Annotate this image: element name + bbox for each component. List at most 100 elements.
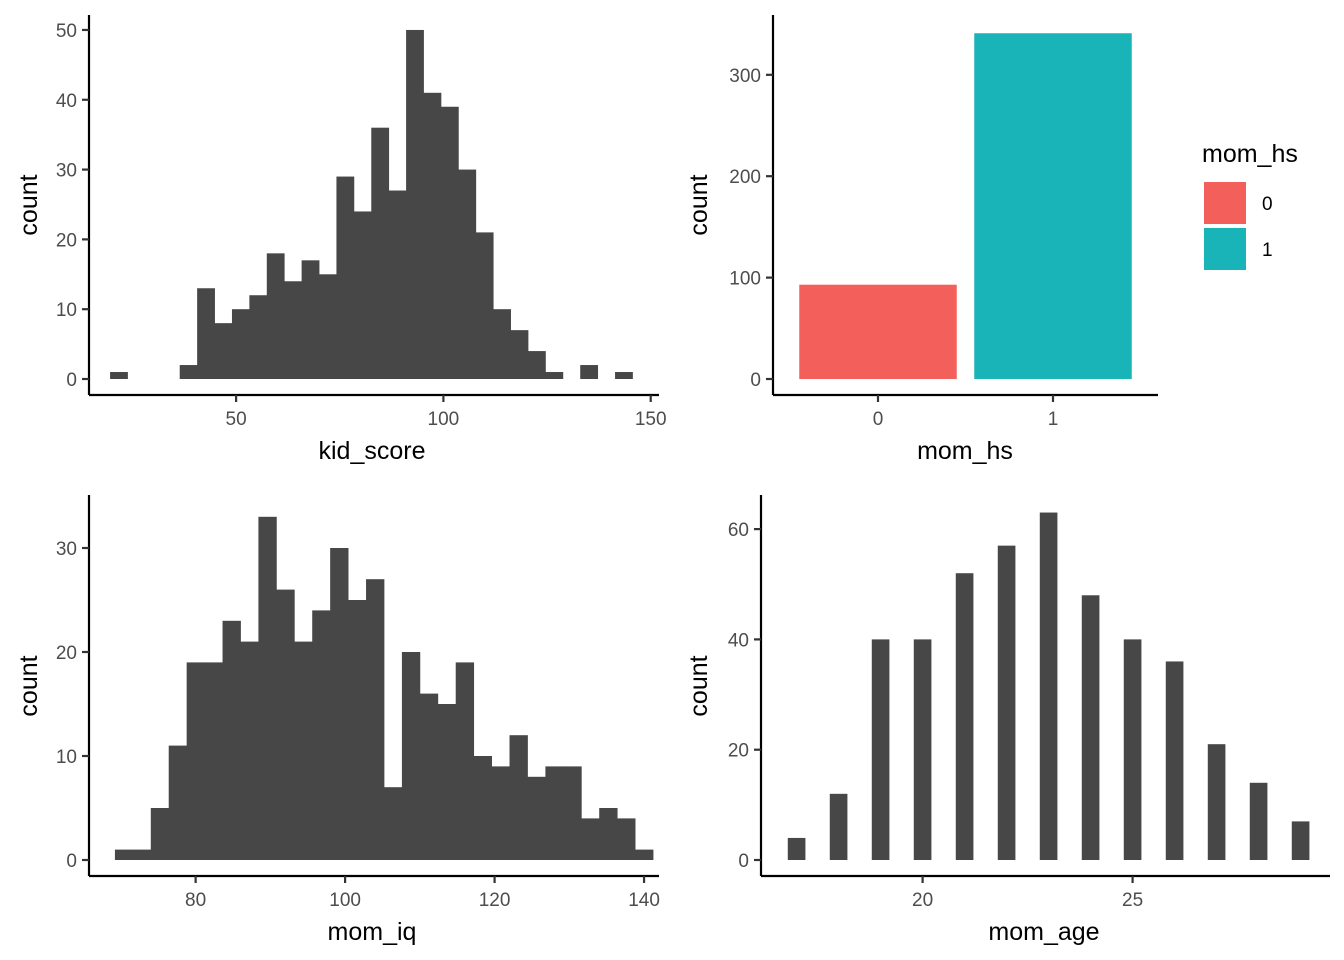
y-tick-label: 200 [729,167,761,188]
histogram-bar [197,288,215,379]
mom-iq-histogram-panel: 80 100 120 140 0 10 20 30 mom_iq count [15,495,660,946]
histogram-bar [276,589,295,860]
histogram-bar [545,372,564,379]
histogram-bar [214,323,233,379]
x-tick-label: 150 [635,409,667,430]
x-axis-title: mom_iq [328,918,417,946]
x-axis-title: mom_hs [917,437,1013,465]
histogram-bar [231,309,250,379]
histogram-bar [997,545,1016,860]
y-axis-title: count [685,174,713,235]
histogram-bar [458,169,477,379]
histogram-bar [284,281,303,379]
y-tick-label: 0 [66,851,77,872]
y-axis-title: count [15,174,43,235]
histogram-bar [294,641,313,860]
kid-score-bars [110,29,633,380]
x-tick-label: 20 [912,890,933,911]
histogram-bar [437,704,457,860]
histogram-bar [1165,661,1184,860]
x-ticks: 80 100 120 140 [185,876,660,911]
y-tick-label: 10 [56,747,77,768]
histogram-bar [527,776,546,860]
histogram-bar [114,849,134,860]
histogram-bar [510,330,529,379]
x-ticks: 50 100 150 [226,395,667,430]
histogram-bar [312,610,331,860]
histogram-bar [132,849,152,860]
histogram-bar [581,818,600,860]
y-ticks: 0 20 40 60 [728,520,761,872]
histogram-bar [615,372,633,379]
histogram-bar [635,849,654,860]
x-ticks: 20 25 [912,876,1143,911]
y-ticks: 0 10 20 30 [56,539,89,872]
x-tick-label: 80 [185,890,206,911]
y-tick-label: 40 [56,91,77,112]
histogram-bar [266,253,285,379]
y-tick-label: 10 [56,300,77,321]
histogram-bar [301,260,320,379]
legend-label-0: 0 [1262,194,1273,215]
histogram-bar [383,787,403,860]
histogram-bar [563,766,582,860]
histogram-bar [353,211,372,379]
histogram-bar [336,176,355,379]
histogram-bar [829,793,848,860]
histogram-bar [491,766,510,860]
histogram-bar [401,652,421,860]
histogram-bar [348,600,367,860]
histogram-bar [186,662,205,860]
y-tick-label: 40 [728,630,749,651]
histogram-bar [1039,512,1058,860]
x-tick-label: 140 [628,890,660,911]
x-tick-label: 1 [1048,409,1059,430]
histogram-bar [150,808,170,860]
x-tick-label: 50 [226,409,247,430]
histogram-bar [423,92,442,380]
y-axis-title: count [685,655,713,716]
y-ticks: 0 10 20 30 40 50 [56,21,89,391]
histogram-bar [509,735,528,860]
y-tick-label: 0 [750,370,761,391]
kid-score-histogram-panel: 50 100 150 0 10 20 30 40 50 kid_score count [15,15,667,465]
histogram-bar [240,641,259,860]
histogram-bar [388,190,407,379]
histogram-bar [371,127,390,379]
histogram-bar [1249,782,1268,860]
histogram-bar [1291,821,1310,860]
histogram-bar [545,766,564,860]
y-tick-label: 0 [66,370,77,391]
histogram-bar [493,309,511,379]
histogram-bar [419,693,439,860]
y-tick-label: 20 [56,230,77,251]
histogram-bar [110,372,128,379]
histogram-bar [222,620,241,860]
legend: mom_hs 0 1 [1202,140,1298,270]
histogram-bar [330,548,349,860]
histogram-bar [1081,595,1100,860]
histogram-bar [204,662,223,860]
histogram-bar [366,579,385,860]
legend-label-1: 1 [1262,240,1273,261]
histogram-bar [455,662,475,860]
histogram-bar [473,756,492,860]
legend-key-0 [1204,182,1246,224]
mom-iq-bars [114,516,654,860]
x-axis-title: mom_age [988,918,1099,946]
y-tick-label: 20 [728,741,749,762]
bar-0 [799,284,957,379]
x-tick-label: 0 [873,409,884,430]
x-tick-label: 25 [1122,890,1143,911]
x-tick-label: 100 [428,409,460,430]
y-tick-label: 50 [56,21,77,42]
mom-hs-bars [799,33,1132,380]
y-axis-title: count [15,655,43,716]
histogram-bar [955,573,974,860]
x-tick-label: 120 [479,890,511,911]
y-tick-label: 30 [56,161,77,182]
y-tick-label: 100 [729,269,761,290]
